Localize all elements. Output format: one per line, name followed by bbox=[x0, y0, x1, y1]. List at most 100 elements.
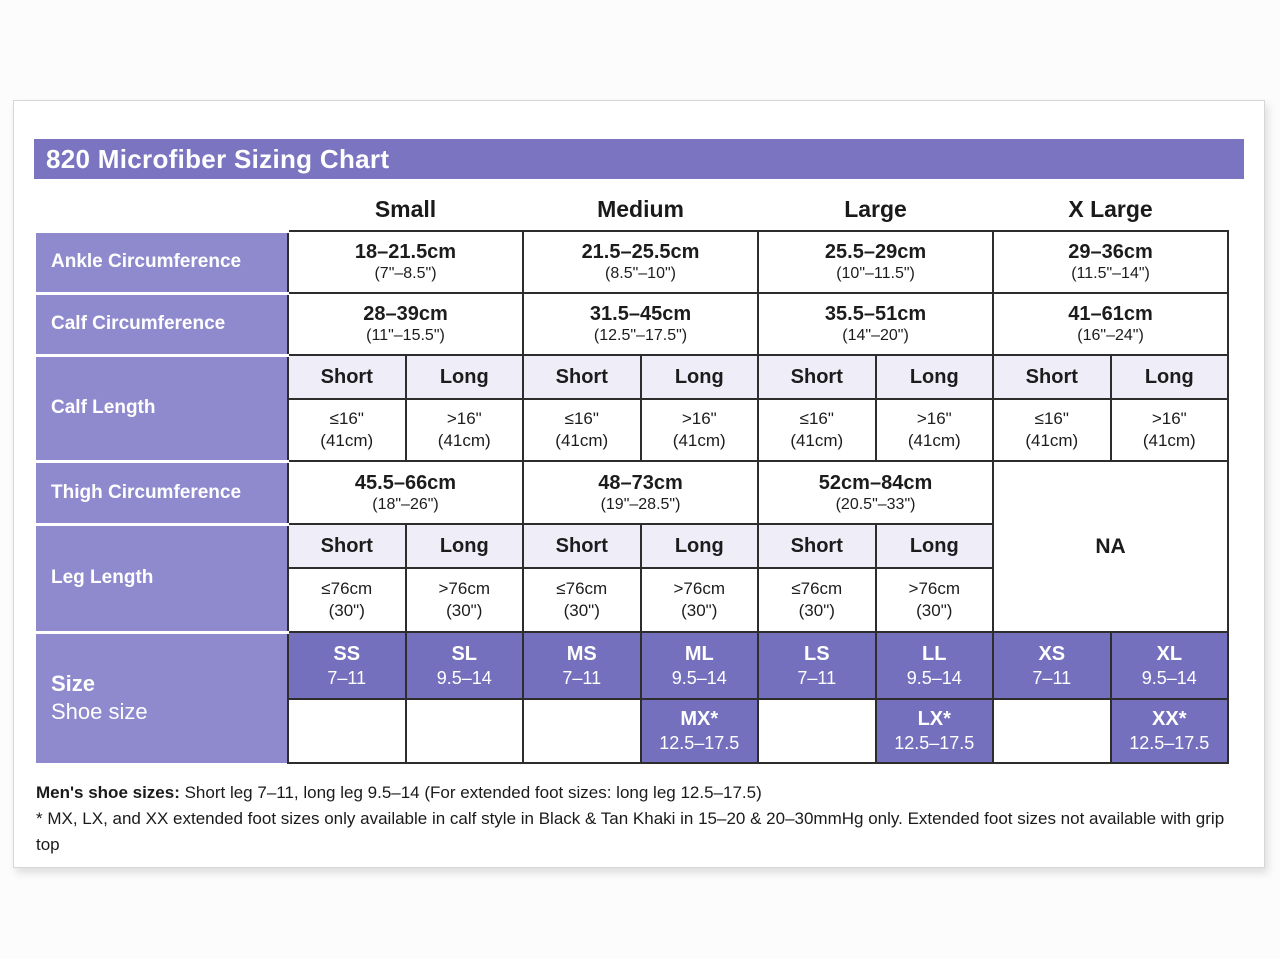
empty-cell bbox=[404, 698, 524, 764]
calf-length-cell: ≤16" (41cm) bbox=[757, 398, 877, 462]
empty-cell bbox=[992, 698, 1112, 764]
size-header-row: Small Medium Large X Large bbox=[36, 179, 1228, 231]
short-long-subheader: Long bbox=[1109, 354, 1230, 400]
empty-cell bbox=[287, 698, 407, 764]
size-cell: MS 7–11 bbox=[522, 631, 642, 700]
value-inch: (10"–11.5") bbox=[836, 265, 915, 282]
size-range: 12.5–17.5 bbox=[659, 733, 740, 753]
value-main: >76cm bbox=[673, 579, 726, 598]
page-title: 820 Microfiber Sizing Chart bbox=[34, 139, 1244, 179]
size-range: 7–11 bbox=[797, 667, 837, 688]
size-code: XL bbox=[1156, 642, 1183, 665]
row-label-ankle: Ankle Circumference bbox=[36, 229, 288, 293]
size-header-spacer bbox=[36, 179, 288, 231]
ankle-cell: 21.5–25.5cm (8.5"–10") bbox=[521, 230, 760, 294]
ankle-cell: 25.5–29cm (10"–11.5") bbox=[757, 230, 995, 294]
footnote-rest: Short leg 7–11, long leg 9.5–14 (For ext… bbox=[179, 783, 762, 802]
value-inch: (8.5"–10") bbox=[605, 265, 676, 282]
value-sub: (41cm) bbox=[790, 431, 844, 450]
size-label: Size bbox=[51, 671, 96, 697]
calf-circumference-cell: 31.5–45cm (12.5"–17.5") bbox=[521, 292, 760, 356]
value-cm: 28–39cm bbox=[363, 303, 448, 325]
size-code: XS bbox=[1038, 642, 1066, 665]
value-sub: (30") bbox=[681, 601, 718, 620]
row-label-leg-length: Leg Length bbox=[36, 522, 288, 632]
value-inch: (18"–26") bbox=[372, 495, 439, 513]
value-cm: 29–36cm bbox=[1068, 241, 1153, 263]
value-sub: (41cm) bbox=[1025, 431, 1079, 450]
leg-length-values-row: ≤76cm (30") >76cm (30") ≤76cm (30") >76c… bbox=[36, 567, 1228, 633]
value-inch: (14"–20") bbox=[842, 327, 909, 344]
calf-length-cell: >16" (41cm) bbox=[639, 398, 760, 462]
footnotes: Men's shoe sizes: Short leg 7–11, long l… bbox=[36, 780, 1244, 858]
size-code: LX* bbox=[917, 708, 951, 730]
size-row-primary: Size Shoe size SS 7–11 SL 9.5–14 MS 7–11… bbox=[36, 630, 1230, 763]
size-code: SL bbox=[451, 642, 478, 665]
value-cm: 45.5–66cm bbox=[354, 471, 457, 494]
value-sub: (30") bbox=[328, 601, 365, 620]
value-main: ≤16" bbox=[564, 409, 599, 428]
calf-circumference-cell: 28–39cm (11"–15.5") bbox=[287, 292, 524, 356]
value-sub: (30") bbox=[798, 601, 835, 620]
calf-length-cell: ≤16" (41cm) bbox=[992, 398, 1112, 462]
leg-length-cell: >76cm (30") bbox=[874, 567, 995, 633]
row-label-calf-length: Calf Length bbox=[36, 353, 288, 461]
size-range: 9.5–14 bbox=[1141, 667, 1197, 688]
footnote-lead: Men's shoe sizes: bbox=[36, 783, 180, 802]
leg-length-cell: ≤76cm (30") bbox=[522, 567, 642, 633]
size-range: 7–11 bbox=[1032, 667, 1072, 688]
value-cm: 52cm–84cm bbox=[818, 471, 933, 494]
size-range: 12.5–17.5 bbox=[894, 733, 975, 753]
row-label-size: Size Shoe size bbox=[36, 630, 288, 763]
size-range: 7–11 bbox=[562, 667, 602, 688]
short-long-subheader: Long bbox=[639, 354, 760, 400]
value-inch: (11.5"–14") bbox=[1071, 265, 1150, 282]
footnote-extended: * MX, LX, and XX extended foot sizes onl… bbox=[36, 809, 1225, 854]
short-long-subheader: Long bbox=[404, 354, 524, 400]
value-main: >16" bbox=[446, 409, 482, 428]
value-sub: (30") bbox=[563, 601, 600, 620]
size-cell: ML 9.5–14 bbox=[639, 631, 760, 700]
extended-size-cell: LX* 12.5–17.5 bbox=[874, 698, 995, 764]
short-long-subheader: Short bbox=[522, 523, 642, 569]
value-sub: (41cm) bbox=[672, 431, 726, 450]
calf-length-cell: >16" (41cm) bbox=[404, 398, 524, 462]
value-inch: (19"–28.5") bbox=[600, 495, 681, 513]
value-main: ≤16" bbox=[799, 409, 834, 428]
value-main: ≤76cm bbox=[321, 579, 373, 598]
extended-size-cell: MX* 12.5–17.5 bbox=[639, 698, 760, 764]
short-long-subheader: Long bbox=[404, 523, 524, 569]
short-long-subheader: Long bbox=[874, 523, 995, 569]
na-value: NA bbox=[1095, 534, 1126, 558]
column-header-small: Small bbox=[374, 196, 437, 222]
calf-length-cell: ≤16" (41cm) bbox=[522, 398, 642, 462]
leg-length-cell: ≤76cm (30") bbox=[287, 567, 407, 633]
value-main: >76cm bbox=[438, 579, 491, 598]
calf-length-subheader-row: Calf Length Short Long Short Long Short … bbox=[36, 353, 1230, 461]
value-sub: (41cm) bbox=[437, 431, 491, 450]
column-header-xlarge: X Large bbox=[1068, 196, 1153, 222]
empty-cell bbox=[522, 698, 642, 764]
size-cell: XL 9.5–14 bbox=[1109, 631, 1230, 700]
value-cm: 31.5–45cm bbox=[589, 303, 692, 325]
calf-length-cell: >16" (41cm) bbox=[874, 398, 995, 462]
short-long-subheader: Short bbox=[757, 354, 877, 400]
value-cm: 35.5–51cm bbox=[824, 303, 927, 325]
size-cell: SL 9.5–14 bbox=[404, 631, 524, 700]
leg-length-cell: >76cm (30") bbox=[639, 567, 760, 633]
thigh-cell: 45.5–66cm (18"–26") bbox=[287, 460, 524, 525]
value-cm: 48–73cm bbox=[598, 471, 683, 494]
ankle-cell: 29–36cm (11.5"–14") bbox=[992, 230, 1230, 294]
thigh-cell: 52cm–84cm (20.5"–33") bbox=[757, 460, 995, 525]
ankle-cell: 18–21.5cm (7"–8.5") bbox=[287, 230, 524, 294]
size-code: MS bbox=[566, 642, 597, 665]
value-inch: (16"–24") bbox=[1077, 327, 1144, 344]
short-long-subheader: Short bbox=[992, 354, 1112, 400]
value-main: >16" bbox=[681, 409, 717, 428]
ankle-row: Ankle Circumference 18–21.5cm (7"–8.5") … bbox=[36, 229, 1230, 294]
value-sub: (30") bbox=[916, 601, 953, 620]
size-range: 9.5–14 bbox=[671, 667, 727, 688]
size-code: LL bbox=[922, 642, 947, 665]
leg-length-subheader-row: Leg Length Short Long Short Long Short L… bbox=[36, 522, 1228, 632]
size-range: 9.5–14 bbox=[906, 667, 962, 688]
